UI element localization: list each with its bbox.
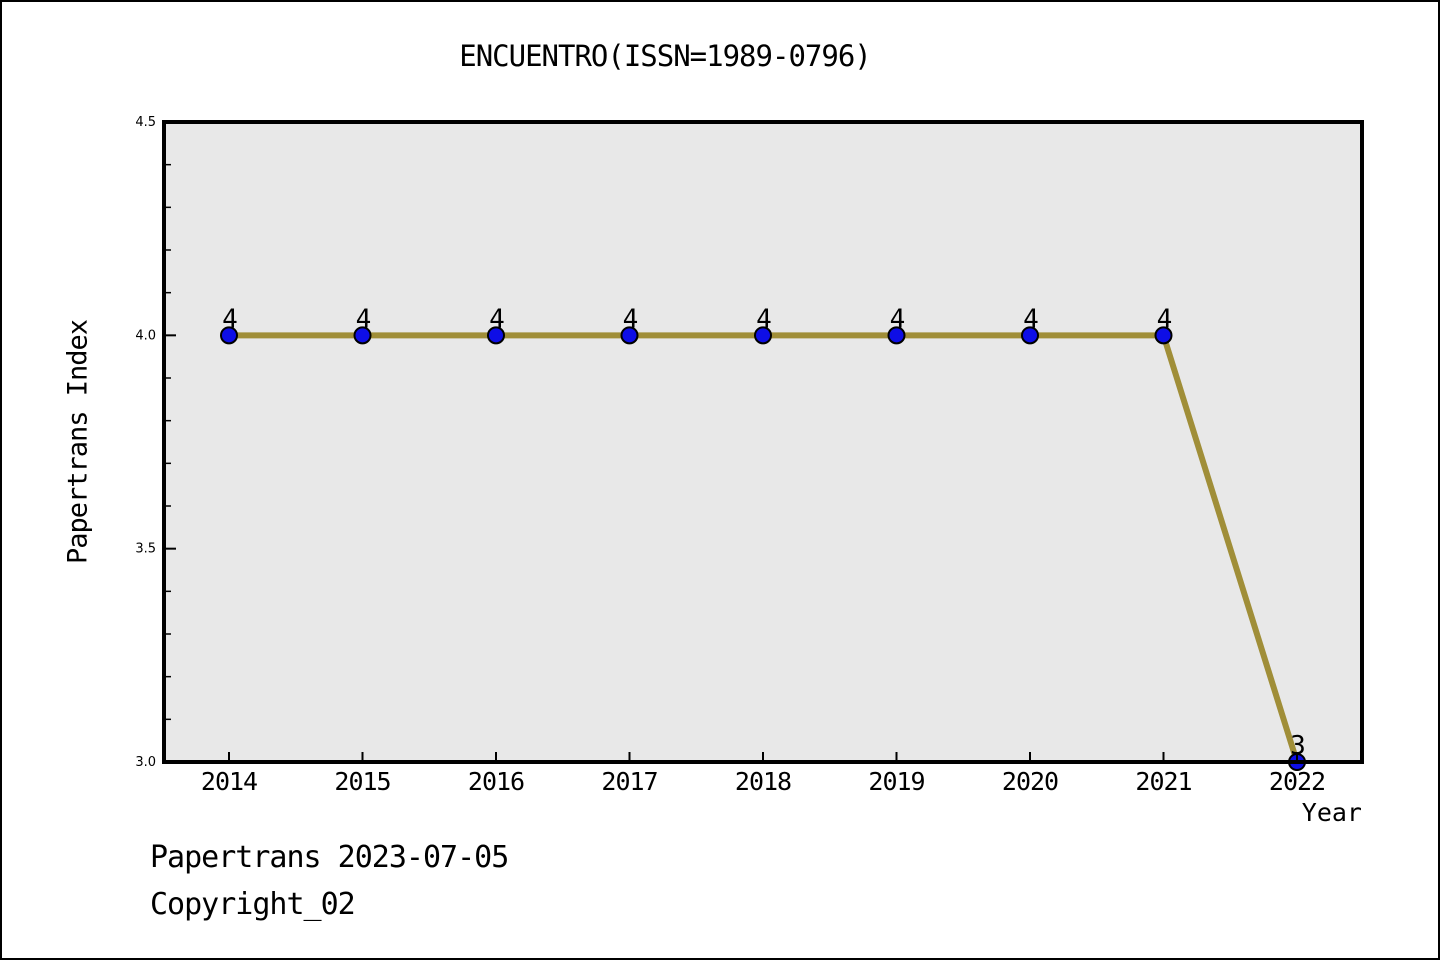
- x-tick-label: 2017: [601, 767, 657, 796]
- y-tick-label: 4.0: [135, 328, 156, 343]
- x-tick-label: 2019: [868, 767, 924, 796]
- point-value-label: 4: [756, 304, 772, 334]
- data-point-marker: [487, 326, 505, 345]
- data-point-marker: [1154, 326, 1173, 345]
- point-value-label: 4: [222, 304, 238, 334]
- x-axis-title: Year: [1301, 798, 1362, 827]
- y-axis-major-ticks: [164, 121, 176, 763]
- point-value-label: 4: [1023, 304, 1039, 334]
- y-axis-minor-ticks: [164, 163, 171, 721]
- data-point-marker: [754, 326, 772, 345]
- x-axis-tick-labels: 2014 2015 2016 2017 2018 2019 2020 2021 2022: [201, 767, 1326, 796]
- x-tick-label: 2015: [334, 767, 390, 796]
- point-value-label: 3: [1290, 731, 1306, 761]
- point-value-label: 4: [1157, 304, 1173, 334]
- point-value-label: 4: [356, 304, 372, 334]
- x-tick-label: 2018: [735, 767, 791, 796]
- footer-watermark: Papertrans 2023-07-05: [150, 840, 509, 875]
- y-tick-label: 3.5: [135, 542, 156, 557]
- x-tick-label: 2022: [1269, 767, 1325, 796]
- data-point-marker: [620, 326, 639, 345]
- point-value-labels: 4 4 4 4 4 4 4 4 3: [222, 304, 1306, 761]
- x-tick-label: 2020: [1002, 767, 1058, 796]
- data-point-marker: [1021, 326, 1039, 345]
- x-axis-ticks: [228, 752, 1298, 762]
- footer-copyright: Copyright_02: [150, 887, 356, 922]
- data-points: [220, 326, 1306, 771]
- x-tick-label: 2014: [201, 767, 257, 796]
- chart-title: ENCUENTRO(ISSN=1989-0796): [459, 39, 871, 73]
- x-tick-label: 2016: [468, 767, 524, 796]
- point-value-label: 4: [890, 304, 906, 334]
- y-tick-label: 3.0: [135, 755, 156, 770]
- y-tick-label: 4.5: [135, 115, 156, 130]
- data-point-marker: [887, 326, 906, 345]
- plot-background: [164, 122, 1362, 762]
- point-value-label: 4: [623, 304, 639, 334]
- data-point-marker: [353, 326, 372, 345]
- y-axis-tick-labels: 3.0 3.5 4.0 4.5: [135, 115, 156, 770]
- point-value-label: 4: [489, 304, 505, 334]
- data-point-marker: [220, 326, 238, 345]
- x-tick-label: 2021: [1135, 767, 1191, 796]
